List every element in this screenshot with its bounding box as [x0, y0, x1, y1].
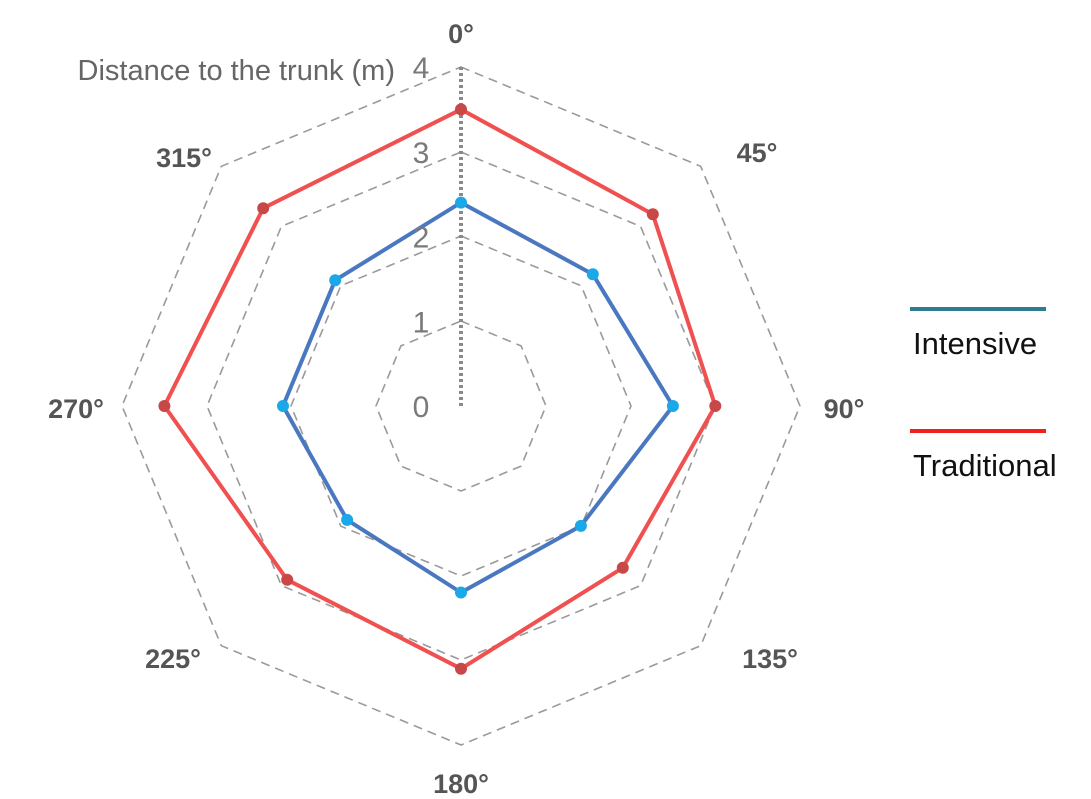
- angle-label-2: 90°: [824, 394, 865, 424]
- grid-ring-2: [290, 235, 632, 577]
- angle-label-6: 270°: [48, 394, 104, 424]
- grid-ring-4: [121, 66, 801, 746]
- axis-title: Distance to the trunk (m): [78, 55, 396, 87]
- series-line-intensive: [281, 200, 675, 595]
- angle-label-3: 135°: [742, 644, 798, 674]
- angle-label-1: 45°: [737, 138, 778, 168]
- angle-label-0: 0°: [448, 19, 474, 49]
- legend: Intensive Traditional: [910, 307, 1057, 483]
- series-layer: [158, 103, 722, 675]
- series-line-traditional: [162, 107, 718, 671]
- grid-ring-1: [375, 320, 547, 492]
- point-traditional-7: [257, 202, 270, 215]
- ring-label-2: 2: [413, 222, 430, 255]
- ring-label-0: 0: [413, 391, 430, 424]
- point-intensive-6: [277, 400, 289, 412]
- angle-label-4: 180°: [433, 769, 489, 799]
- point-traditional-0: [455, 103, 467, 116]
- angle-label-7: 315°: [156, 143, 212, 173]
- point-traditional-4: [455, 662, 467, 675]
- grid-ring-3: [206, 151, 716, 661]
- point-intensive-0: [455, 196, 467, 209]
- point-intensive-5: [341, 513, 354, 526]
- ring-label-3: 3: [413, 137, 430, 170]
- point-traditional-2: [709, 400, 722, 412]
- point-intensive-3: [574, 519, 587, 532]
- angle-label-5: 225°: [145, 644, 201, 674]
- point-traditional-5: [281, 573, 294, 586]
- point-intensive-4: [455, 586, 467, 599]
- ring-label-1: 1: [413, 306, 430, 339]
- point-traditional-1: [646, 208, 659, 221]
- grid: [121, 66, 801, 746]
- labels: 0 1 2 3 4 0° 45° 90° 135° 180° 225° 270° 315°: [48, 19, 864, 799]
- point-traditional-3: [616, 561, 629, 574]
- point-traditional-6: [158, 400, 171, 412]
- point-intensive-7: [329, 274, 342, 287]
- ring-label-4: 4: [413, 52, 430, 85]
- legend-label-traditional: Traditional: [913, 448, 1057, 483]
- point-intensive-1: [586, 268, 599, 281]
- legend-label-intensive: Intensive: [913, 326, 1037, 361]
- point-intensive-2: [666, 400, 679, 412]
